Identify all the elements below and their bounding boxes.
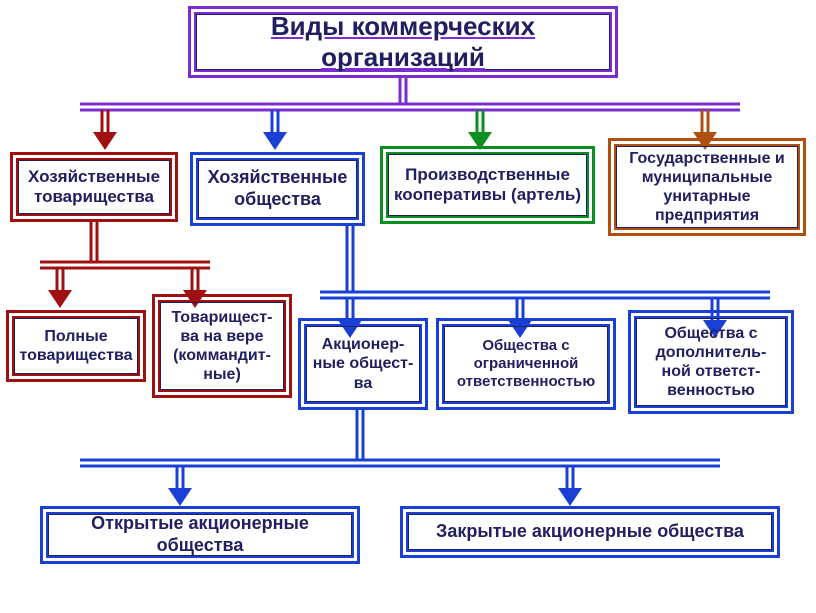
stem-3 xyxy=(357,410,363,460)
hbar-level2a xyxy=(40,262,210,268)
title-box-label: Виды коммерческих организаций xyxy=(195,11,611,73)
row2-box-1: Товарищест- ва на вере (коммандит- ные) xyxy=(152,294,292,398)
row3-box-1-label: Закрытые акционерные общества xyxy=(436,521,744,543)
hbar-level1 xyxy=(80,104,740,110)
row1-box-1-label: Хозяйственные общества xyxy=(197,167,358,210)
row2-box-4: Общества с дополнитель- ной ответст- вен… xyxy=(628,310,794,414)
hbar-level2b xyxy=(320,292,770,298)
row2-box-4-label: Общества с дополнитель- ной ответст- вен… xyxy=(635,324,787,401)
row3-box-0-label: Открытые акционерные общества xyxy=(47,513,353,556)
row1-box-0-label: Хозяйственные товарищества xyxy=(17,167,171,208)
row2-box-3: Общества с ограниченной ответственностью xyxy=(436,318,616,410)
row2-box-0-label: Полные товарищества xyxy=(13,327,139,365)
row1-box-2-label: Производственные кооперативы (артель) xyxy=(387,165,588,206)
hbar-level3 xyxy=(80,460,720,466)
arrow-l3-1 xyxy=(558,466,582,506)
row2-box-0: Полные товарищества xyxy=(6,310,146,382)
arrow-l1-0 xyxy=(93,110,117,150)
row2-box-2: Акционер- ные общест- ва xyxy=(298,318,428,410)
arrow-l1-2 xyxy=(468,110,492,150)
row1-box-1: Хозяйственные общества xyxy=(190,152,365,226)
row2-box-3-label: Общества с ограниченной ответственностью xyxy=(443,337,609,391)
row1-box-3-label: Государственные и муниципальные унитарны… xyxy=(615,149,799,226)
stem-2b xyxy=(347,226,353,292)
row3-box-0: Открытые акционерные общества xyxy=(40,506,360,564)
row1-box-0: Хозяйственные товарищества xyxy=(10,152,178,222)
row2-box-2-label: Акционер- ные общест- ва xyxy=(313,335,414,393)
row1-box-3: Государственные и муниципальные унитарны… xyxy=(608,138,806,236)
row3-box-1: Закрытые акционерные общества xyxy=(400,506,780,558)
row2-box-1-label: Товарищест- ва на вере (коммандит- ные) xyxy=(159,308,285,385)
arrow-l3-0 xyxy=(168,466,192,506)
arrow-l1-1 xyxy=(263,110,287,150)
arrow-l2a-0 xyxy=(48,268,72,308)
title-box: Виды коммерческих организаций xyxy=(188,6,618,78)
stem-2a xyxy=(91,222,97,262)
stem-title xyxy=(400,78,406,104)
row1-box-2: Производственные кооперативы (артель) xyxy=(380,146,595,224)
